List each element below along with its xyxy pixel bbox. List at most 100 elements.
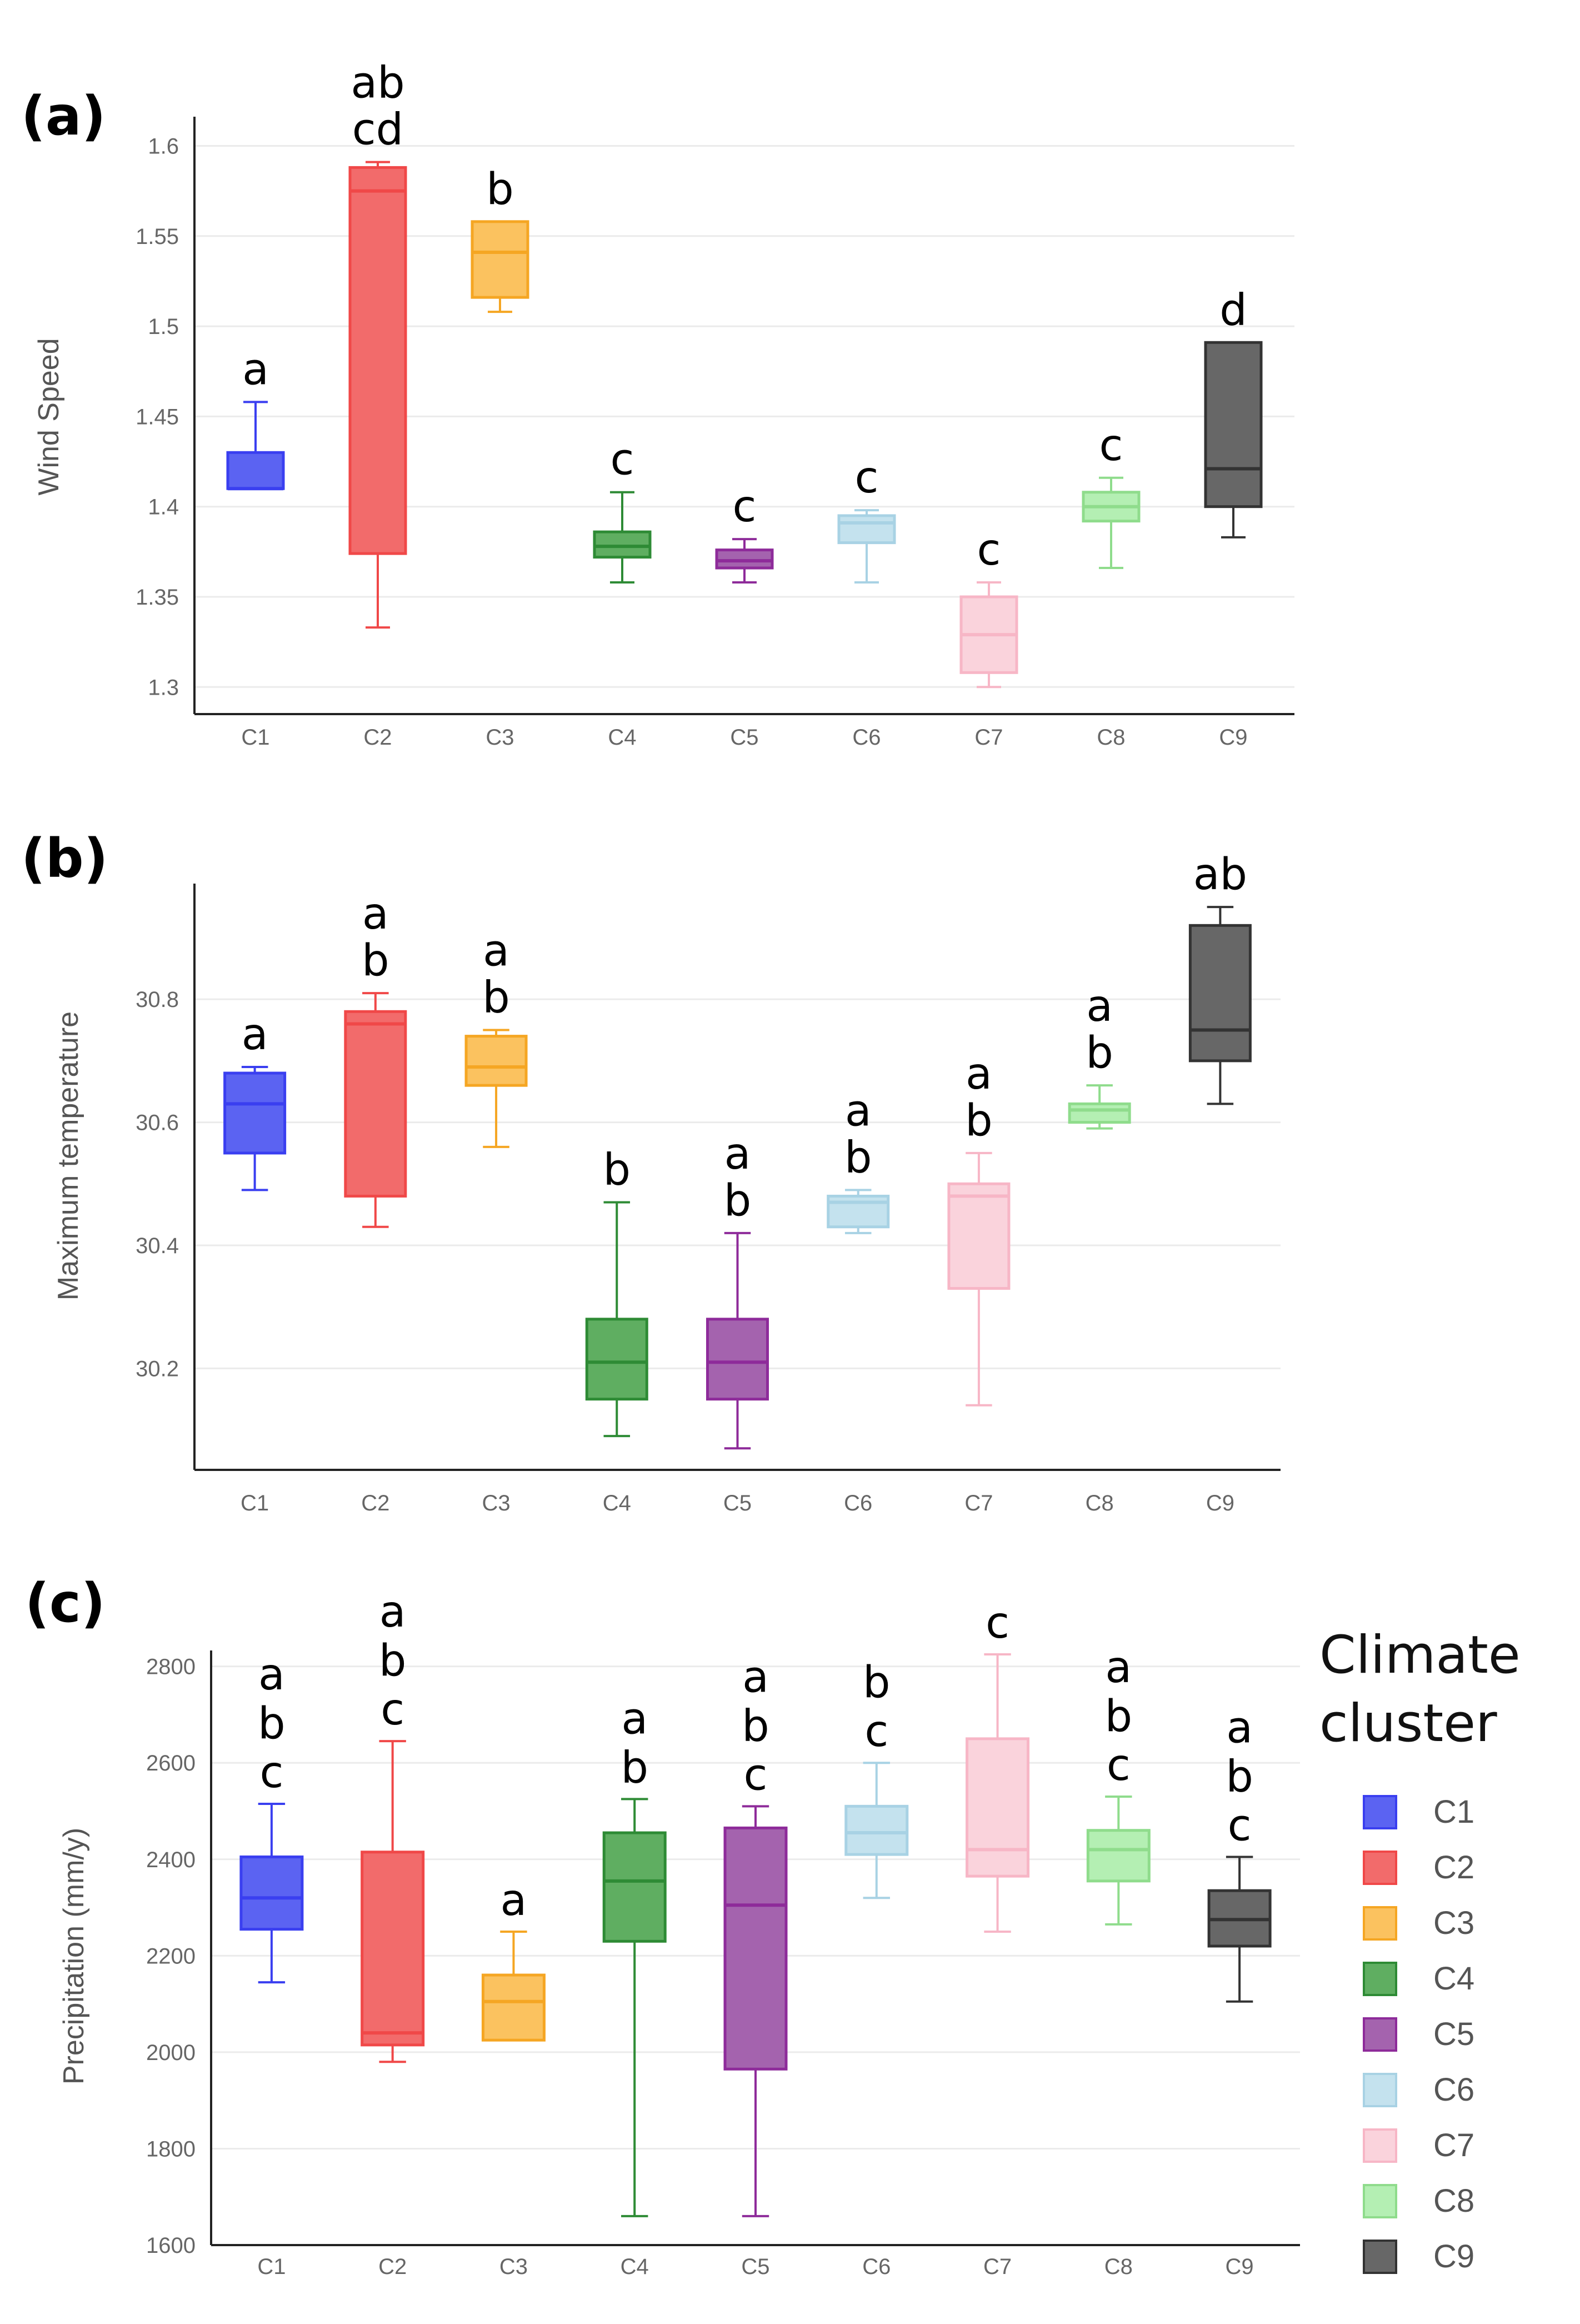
legend-label-c7: C7 bbox=[1433, 2127, 1474, 2163]
box-c5 bbox=[715, 538, 774, 584]
significance-letter: c bbox=[611, 435, 634, 485]
significance-letter: c bbox=[986, 1598, 1009, 1648]
legend-label-c6: C6 bbox=[1433, 2072, 1474, 2108]
box-c1 bbox=[239, 1802, 304, 1984]
significance-letter-line: ab bbox=[351, 58, 404, 108]
significance-letter-line: a bbox=[966, 1049, 992, 1099]
box-iqr bbox=[1068, 1102, 1131, 1124]
significance-letter-line: a bbox=[258, 1650, 285, 1700]
box-c3 bbox=[464, 1029, 528, 1148]
x-tick-label: C6 bbox=[862, 2255, 891, 2279]
significance-letter-line: a bbox=[724, 1129, 751, 1179]
y-tick-label: 30.6 bbox=[136, 1111, 179, 1135]
y-tick-label: 1800 bbox=[146, 2137, 196, 2161]
legend: Climate cluster C1 C2 C3 C4 C5 C6 C7 C8 C9 bbox=[1319, 1625, 1521, 2275]
x-tick-label: C7 bbox=[964, 1491, 993, 1515]
significance-letter-line: a bbox=[501, 1876, 527, 1926]
legend-swatch-c2 bbox=[1363, 1851, 1397, 1885]
significance-letter-line: b bbox=[1226, 1752, 1253, 1802]
box-c2 bbox=[361, 1740, 425, 2063]
significance-letter-line: ab bbox=[1193, 850, 1247, 900]
box-c6 bbox=[837, 509, 896, 584]
significance-letter: ab cd bbox=[351, 58, 404, 155]
box-iqr bbox=[844, 1804, 909, 1856]
legend-swatch-c4 bbox=[1363, 1962, 1397, 1996]
y-tick-label: 1.45 bbox=[136, 405, 179, 429]
significance-letter-line: b bbox=[621, 1743, 648, 1793]
box-c4 bbox=[602, 1798, 667, 2217]
y-tick-label: 2200 bbox=[146, 1944, 196, 1968]
legend-swatch-c1 bbox=[1363, 1795, 1397, 1829]
box-iqr bbox=[361, 1851, 425, 2047]
significance-letter: c bbox=[855, 453, 879, 503]
significance-letter-line: a bbox=[379, 1587, 406, 1637]
significance-letter-line: b bbox=[724, 1176, 752, 1226]
significance-letter-line: a bbox=[1105, 1643, 1132, 1693]
box-c8 bbox=[1082, 476, 1141, 570]
legend-swatch-c5 bbox=[1363, 2017, 1397, 2052]
box-c7 bbox=[959, 581, 1018, 689]
legend-swatch-c6 bbox=[1363, 2073, 1397, 2107]
significance-letter-line: a bbox=[362, 889, 389, 939]
box-c9 bbox=[1188, 906, 1252, 1105]
box-iqr bbox=[837, 514, 896, 545]
significance-letter-line: a bbox=[242, 345, 269, 395]
significance-letter-line: a bbox=[483, 926, 509, 976]
chart-panel-2: 30.2 30.4 30.6 30.8 (b) Maximum temperature C1… bbox=[21, 827, 1281, 1515]
x-tick-label: C3 bbox=[482, 1491, 510, 1515]
box-iqr bbox=[481, 1973, 546, 2042]
box-c1 bbox=[223, 1065, 287, 1191]
y-tick-label: 2000 bbox=[146, 2041, 196, 2065]
box-iqr bbox=[723, 1826, 788, 2071]
significance-letter-line: d bbox=[1219, 285, 1247, 335]
box-iqr bbox=[471, 220, 529, 299]
significance-letter-line: c bbox=[986, 1598, 1009, 1648]
legend-swatch-c3 bbox=[1363, 1906, 1397, 1941]
significance-letter-line: c bbox=[611, 435, 634, 485]
y-tick-label: 1.55 bbox=[136, 225, 179, 249]
significance-letter: c bbox=[977, 525, 1001, 575]
y-tick-label: 30.8 bbox=[136, 988, 179, 1012]
box-c2 bbox=[348, 161, 407, 629]
significance-letter: a bbox=[501, 1876, 527, 1926]
box-c4 bbox=[585, 1201, 648, 1438]
x-tick-label: C3 bbox=[486, 725, 514, 750]
x-tick-label: C9 bbox=[1226, 2255, 1254, 2279]
x-tick-label: C6 bbox=[844, 1491, 872, 1515]
significance-letter-line: a bbox=[242, 1010, 268, 1060]
legend-label-c4: C4 bbox=[1433, 1961, 1474, 1997]
y-axis-label: Maximum temperature bbox=[52, 1011, 84, 1300]
y-tick-label: 1.3 bbox=[148, 675, 179, 700]
significance-letter-line: c bbox=[855, 453, 879, 503]
legend-label-c9: C9 bbox=[1433, 2238, 1474, 2275]
significance-letter: d bbox=[1219, 285, 1247, 335]
legend-swatch-c8 bbox=[1363, 2184, 1397, 2218]
legend-label-c5: C5 bbox=[1433, 2016, 1474, 2052]
significance-letter: b bbox=[603, 1145, 631, 1195]
legend-label-c8: C8 bbox=[1433, 2183, 1474, 2219]
significance-letter-line: b bbox=[258, 1699, 286, 1749]
significance-letter-line: b bbox=[742, 1701, 769, 1751]
x-tick-label: C1 bbox=[257, 2255, 286, 2279]
significance-letter-line: a bbox=[742, 1652, 769, 1702]
significance-letter-line: b bbox=[482, 973, 510, 1023]
box-c4 bbox=[593, 491, 652, 584]
significance-letter: c bbox=[1099, 421, 1123, 471]
x-tick-label: C2 bbox=[361, 1491, 389, 1515]
legend-label-c3: C3 bbox=[1433, 1905, 1474, 1941]
significance-letter-line: a bbox=[1226, 1703, 1253, 1753]
significance-letter-line: c bbox=[381, 1685, 404, 1735]
box-iqr bbox=[226, 451, 285, 490]
box-iqr bbox=[464, 1035, 528, 1087]
box-c5 bbox=[723, 1805, 788, 2217]
y-axis-label: Wind Speed bbox=[33, 338, 65, 495]
